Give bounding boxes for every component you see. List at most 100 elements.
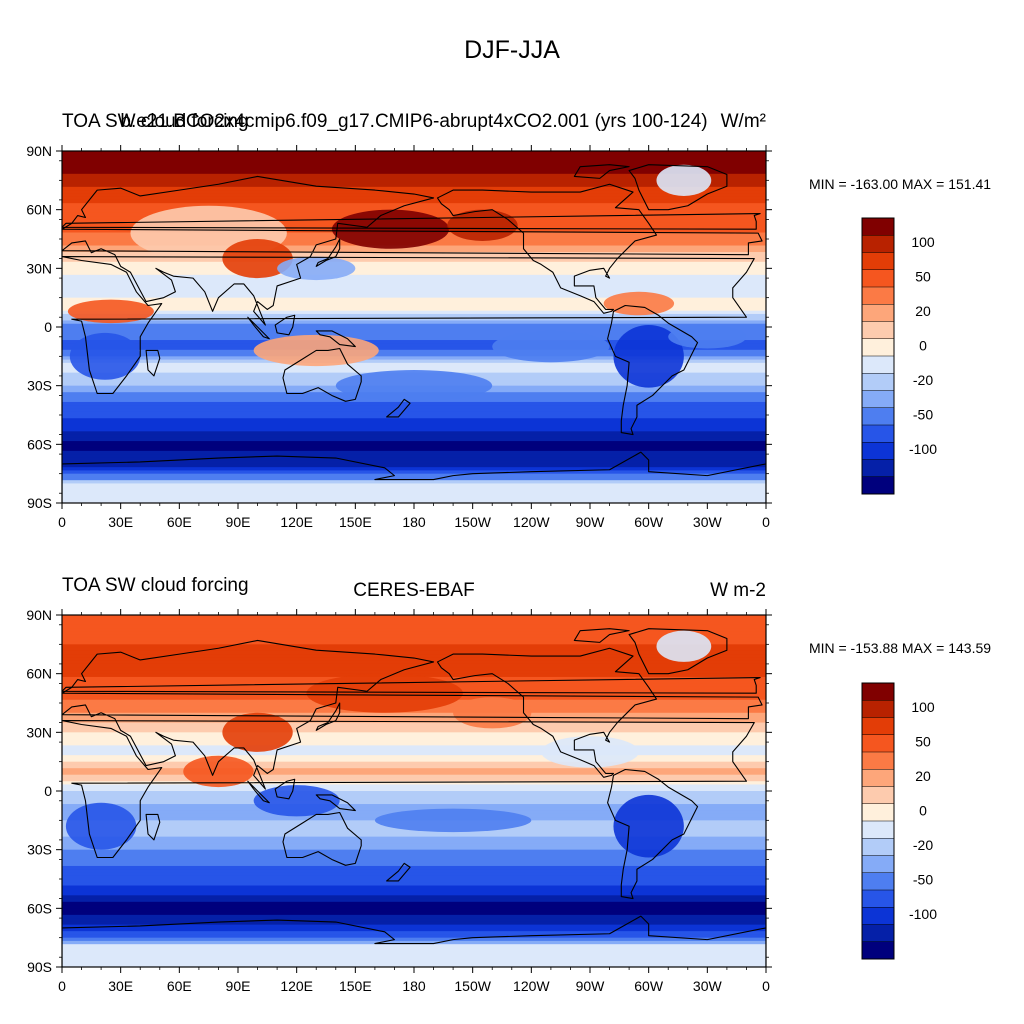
field-band bbox=[62, 804, 766, 808]
coastline bbox=[247, 316, 270, 340]
colorbar-swatch bbox=[862, 752, 894, 770]
field-band bbox=[62, 947, 766, 952]
colorbar-model: 100 50 20 0 -20 -50 -100 bbox=[861, 217, 937, 495]
field-band bbox=[62, 278, 766, 282]
field-band bbox=[62, 353, 766, 357]
field-band bbox=[62, 771, 766, 776]
field-band bbox=[62, 421, 766, 426]
lon-label: 30W bbox=[693, 514, 723, 530]
colorbar-tick-label: -20 bbox=[913, 837, 933, 853]
colorbar-swatch bbox=[862, 373, 894, 391]
lon-label: 30E bbox=[108, 514, 133, 530]
field-band bbox=[62, 712, 766, 717]
field-band bbox=[62, 800, 766, 805]
colorbar-swatch bbox=[862, 769, 894, 787]
colorbar-swatch bbox=[862, 838, 894, 856]
field-band bbox=[62, 441, 766, 445]
field-anomaly bbox=[668, 325, 747, 349]
field-band bbox=[62, 300, 766, 305]
colorbar-swatch bbox=[862, 872, 894, 891]
colorbar-swatch bbox=[862, 803, 894, 822]
lat-label: 60S bbox=[27, 436, 52, 452]
colorbar-swatch bbox=[862, 235, 894, 253]
field-band bbox=[62, 940, 766, 945]
colorbar-tick-label: 50 bbox=[915, 268, 931, 284]
field-band bbox=[62, 428, 766, 432]
field-band bbox=[62, 865, 766, 870]
field-band bbox=[62, 836, 766, 841]
lon-label: 0 bbox=[58, 978, 66, 994]
colorbar-swatch bbox=[862, 269, 894, 288]
lon-label: 120W bbox=[513, 978, 550, 994]
field-band bbox=[62, 667, 766, 672]
field-anomaly bbox=[374, 808, 532, 833]
field-anomaly bbox=[335, 370, 493, 402]
colorbar-swatch bbox=[862, 855, 894, 874]
lon-label: 180 bbox=[402, 514, 426, 530]
field-band bbox=[62, 637, 766, 642]
coastline bbox=[62, 639, 763, 790]
panel-title-center: b.e21.BCO2x4cmip6.f09_g17.CMIP6-abrupt4x… bbox=[120, 111, 707, 132]
lat-label: 30N bbox=[26, 260, 52, 276]
colorbar-swatch bbox=[862, 941, 894, 960]
field-band bbox=[62, 196, 766, 201]
colorbar-swatch bbox=[862, 252, 894, 271]
field-band bbox=[62, 927, 766, 932]
field-band bbox=[62, 291, 766, 296]
coastline bbox=[315, 330, 356, 348]
colorbar-swatch bbox=[862, 356, 894, 374]
field-band bbox=[62, 751, 766, 756]
field-band bbox=[62, 287, 766, 292]
axis-ticks-observations: 90N 60N 30N 0 30S 60S 90S 0 30E 60E 90E 120E 150E 180… bbox=[26, 607, 772, 994]
field-band bbox=[62, 203, 766, 208]
field-band bbox=[62, 297, 766, 302]
colorbar-frame bbox=[861, 682, 895, 960]
field-band bbox=[62, 415, 766, 419]
field-band bbox=[62, 921, 766, 926]
lon-label: 120W bbox=[513, 514, 550, 530]
field-band bbox=[62, 937, 766, 942]
coastline bbox=[315, 238, 341, 267]
field-band bbox=[62, 856, 766, 861]
panel-title-left: TOA SW cloud forcing bbox=[62, 111, 249, 132]
field-anomaly bbox=[453, 697, 532, 729]
field-band bbox=[62, 268, 766, 273]
field-band bbox=[62, 908, 766, 913]
coastline bbox=[573, 628, 630, 643]
field-band bbox=[62, 271, 766, 276]
colorbar-tick-label: 20 bbox=[915, 303, 931, 319]
field-band bbox=[62, 284, 766, 289]
panel-units: W m-2 bbox=[710, 580, 766, 601]
field-band bbox=[62, 346, 766, 351]
lat-label: 30S bbox=[27, 378, 52, 394]
field-band bbox=[62, 660, 766, 665]
lon-label: 150W bbox=[454, 978, 491, 994]
field-band bbox=[62, 294, 766, 299]
field-band bbox=[62, 644, 766, 649]
colorbar-tick-label: 0 bbox=[919, 337, 927, 353]
field-band bbox=[62, 774, 766, 779]
field-band bbox=[62, 621, 766, 626]
colorbar-swatch bbox=[862, 287, 894, 305]
field-band bbox=[62, 480, 766, 485]
field-band bbox=[62, 963, 766, 967]
field-band bbox=[62, 732, 766, 737]
lat-label: 60N bbox=[26, 202, 52, 218]
lat-label: 0 bbox=[44, 783, 52, 799]
field-band bbox=[62, 650, 766, 655]
field-band bbox=[62, 781, 766, 786]
field-band bbox=[62, 729, 766, 733]
field-band bbox=[62, 193, 766, 198]
panel-units: W/m² bbox=[721, 111, 766, 132]
field-band bbox=[62, 875, 766, 880]
colorbar-swatch bbox=[862, 683, 894, 701]
lon-label: 60E bbox=[167, 514, 192, 530]
field-band bbox=[62, 424, 766, 429]
field-anomaly bbox=[222, 238, 293, 279]
field-anomaly bbox=[656, 164, 712, 196]
field-band bbox=[62, 869, 766, 874]
field-anomaly bbox=[69, 332, 141, 380]
field-band bbox=[62, 879, 766, 883]
coastline bbox=[62, 213, 761, 230]
colorbar-swatch bbox=[862, 734, 894, 753]
